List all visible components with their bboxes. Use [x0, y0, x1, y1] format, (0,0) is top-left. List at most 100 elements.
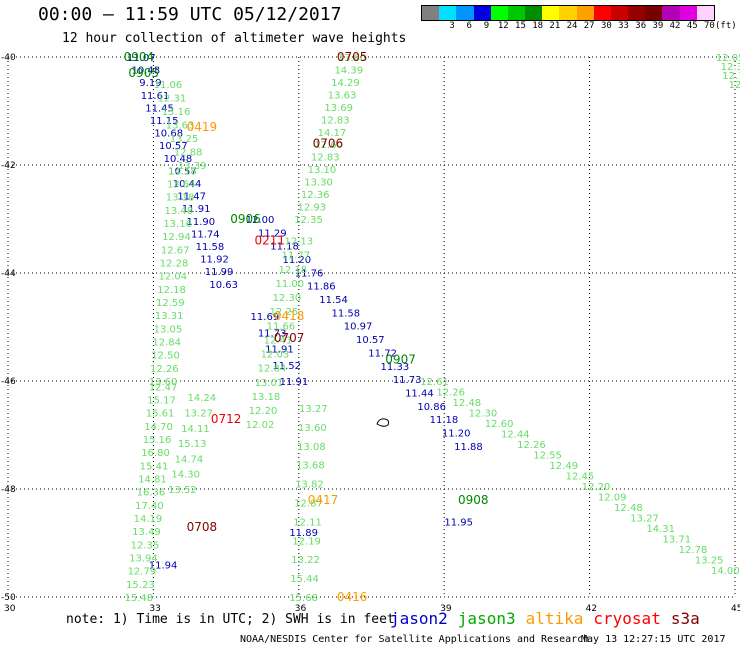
wave-height-value: 14.19 — [134, 514, 163, 525]
wave-height-value: 12.84 — [258, 364, 287, 375]
wave-height-value: 11.74 — [191, 229, 220, 240]
wave-height-value: 15.13 — [178, 439, 207, 450]
wave-height-value: 14.00 — [711, 566, 740, 577]
legend-unit: (ft) — [715, 21, 737, 31]
legend-swatch — [490, 6, 508, 20]
wave-height-value: 13.31 — [155, 311, 184, 322]
chart-subtitle: 12 hour collection of altimeter wave hei… — [62, 31, 407, 46]
wave-height-value: 12.11 — [293, 517, 322, 528]
legend-swatch — [662, 6, 680, 20]
wave-height-value: 11.73 — [258, 328, 287, 339]
satellite-key-item: s3a — [670, 609, 700, 628]
wave-height-value: 11.95 — [444, 517, 473, 528]
wave-height-value: 12.78 — [679, 545, 708, 556]
legend-tick-label: 9 — [483, 21, 490, 31]
legend-tick-label: 12 — [497, 21, 509, 31]
wave-height-value: 13.64 — [167, 180, 196, 191]
wave-height-value: 12.03 — [261, 350, 290, 361]
wave-height-value: 11.77 — [281, 251, 310, 262]
wave-height-value: 12.84 — [152, 338, 181, 349]
pass-labels: 0904 0905 0419 0705 0706 0906 0211 0418 0707 0907… — [124, 50, 489, 604]
wave-height-value: 11.73 — [393, 375, 422, 386]
pass-label: 0708 — [187, 520, 218, 534]
wave-height-value: 11.91 — [280, 377, 309, 388]
pass-label: 0705 — [337, 50, 368, 64]
wave-height-value: 12.35 — [131, 540, 160, 551]
legend-tick-label: 45 — [686, 21, 698, 31]
wave-height-value: 11.86 — [307, 282, 336, 293]
wave-height-value: 10.48 — [132, 66, 161, 77]
footnote: note: 1) Time is in UTC; 2) SWH is in fe… — [66, 612, 395, 627]
lat-label: -40 — [1, 53, 16, 63]
wave-height-value: 16.80 — [141, 448, 170, 459]
wave-height-value: 12.87 — [294, 499, 323, 510]
wave-height-value: 12.30 — [469, 409, 498, 420]
wave-height-value: 11.06 — [154, 80, 183, 91]
wave-height-value: 11.00 — [276, 279, 305, 290]
wave-height-value: 12.18 — [157, 285, 186, 296]
wave-height-value: 13.63 — [166, 121, 195, 132]
wave-height-value: 11.61 — [141, 91, 170, 102]
wave-height-value: 12.13 — [284, 237, 313, 248]
wave-height-value: 13.08 — [297, 442, 326, 453]
chart-title: 00:00 – 11:59 UTC 05/12/2017 — [38, 4, 342, 25]
wave-height-value: 14.11 — [181, 424, 210, 435]
legend-tick-label: 33 — [618, 21, 629, 31]
wave-height-value: 13.25 — [170, 134, 199, 145]
wave-height-value: 11.20 — [282, 255, 311, 266]
pass-label: 0417 — [308, 493, 339, 507]
wave-height-value: 12.79 — [128, 567, 157, 578]
wave-height-value: 13.05 — [154, 324, 183, 335]
wave-height-value: 14.29 — [331, 78, 360, 89]
legend-swatch — [610, 6, 629, 20]
wave-height-value: 11.33 — [381, 362, 410, 373]
legend-tick-label: 24 — [566, 21, 578, 31]
wave-height-value: 12.20 — [249, 406, 278, 417]
legend-tick-label: 6 — [466, 21, 472, 31]
wave-height-value: 12.83 — [311, 153, 340, 164]
satellite-key-item: altika — [525, 609, 584, 628]
wave-height-value: 11.92 — [200, 255, 229, 266]
wave-height-value: 10.63 — [209, 280, 238, 291]
wave-height-value: 15.16 — [143, 435, 172, 446]
satellite-key: jason2 jason3 altika cryosat s3a — [390, 609, 710, 628]
legend-swatch — [628, 6, 646, 20]
timestamp-text: May 13 12:27:15 UTC 2017 — [581, 634, 726, 645]
wave-height-value: 13.10 — [308, 165, 337, 176]
wave-height-value: 12.18 — [279, 265, 308, 276]
wave-height-value: 11.20 — [442, 428, 471, 439]
wave-height-value: 13.68 — [296, 461, 325, 472]
satellite-key-item: jason3 — [457, 609, 516, 628]
wave-height-value: 12.19 — [292, 536, 321, 547]
wave-height-value: 11.89 — [289, 528, 318, 539]
wave-height-value: 14.17 — [318, 128, 347, 139]
island-outline — [376, 418, 390, 427]
legend-swatch — [439, 6, 457, 20]
wave-height-value: 11.76 — [295, 268, 324, 279]
lat-label: -42 — [1, 161, 16, 171]
wave-height-value: 14.39 — [334, 65, 363, 76]
lon-label: 30 — [4, 604, 16, 614]
pass-label: 0907 — [385, 352, 416, 366]
wave-height-value: 10.86 — [417, 402, 446, 413]
wave-height-value: 12.59 — [156, 298, 185, 309]
wave-height-value: 12.26 — [517, 440, 546, 451]
wave-height-value: 12.60 — [314, 140, 343, 151]
wave-height-value: 11.54 — [319, 295, 348, 306]
color-scale-legend — [421, 5, 715, 21]
credit-text: NOAA/NESDIS Center for Satellite Applica… — [240, 634, 590, 645]
wave-height-value: 16.36 — [137, 488, 166, 499]
legend-swatch — [576, 6, 594, 20]
track-values: 11.0710.489.1911.6111.4511.1510.6810.571… — [125, 53, 740, 604]
wave-height-value: 13.27 — [184, 409, 213, 420]
wave-height-value: 12.36 — [301, 190, 330, 201]
legend-swatch — [525, 6, 543, 20]
wave-height-value: 13.69 — [324, 103, 353, 114]
wave-height-value: 11.66 — [267, 321, 296, 332]
legend-tick-label: 15 — [515, 21, 526, 31]
wave-height-value: 13.01 — [255, 378, 284, 389]
legend-swatch — [645, 6, 663, 20]
legend-swatch — [507, 6, 526, 20]
pass-label: 0211 — [254, 234, 285, 248]
wave-height-value: 11.47 — [177, 192, 206, 203]
